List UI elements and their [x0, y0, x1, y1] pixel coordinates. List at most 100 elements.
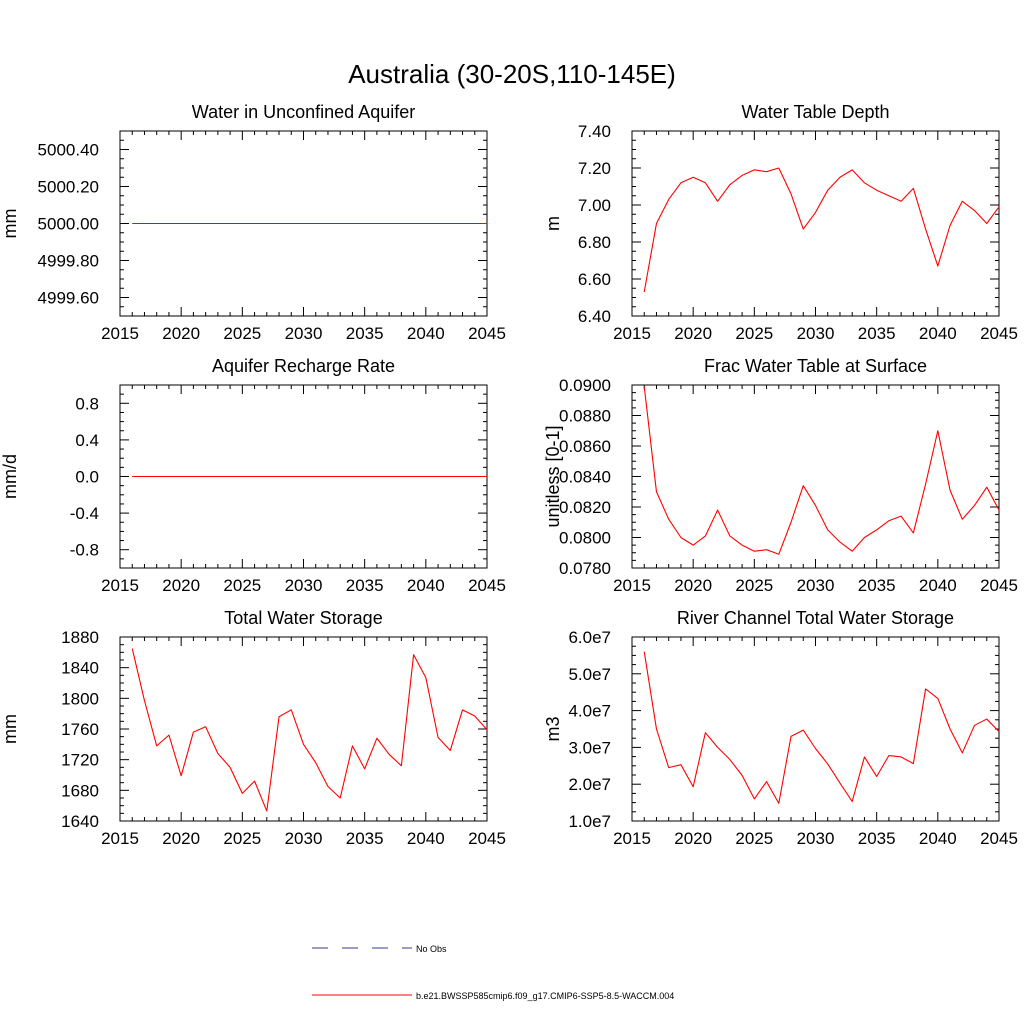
y-tick-label: 5.0e7 — [568, 665, 611, 684]
chart-panel-5: 2015 2020 2025 2030 2035 2040 2045 1640 1680 1720… — [0, 608, 506, 848]
x-tick-label: 2030 — [285, 324, 323, 343]
chart-panel-3: 2015 2020 2025 2030 2035 2040 2045 -0.8 -0.4 0.0 0… — [0, 356, 506, 595]
y-axis-label: mm/d — [0, 454, 20, 499]
y-tick-label: 1760 — [61, 720, 99, 739]
x-tick-label: 2015 — [613, 576, 651, 595]
y-tick-label: 0.0860 — [559, 437, 611, 456]
x-tick-label: 2025 — [735, 324, 773, 343]
panel-title: Aquifer Recharge Rate — [212, 356, 395, 376]
y-tick-label: 0.4 — [75, 431, 99, 450]
x-tick-label: 2040 — [919, 324, 957, 343]
x-tick-label: 2035 — [346, 829, 384, 848]
y-tick-label: 3.0e7 — [568, 738, 611, 757]
panel-title: Total Water Storage — [224, 608, 382, 628]
x-tick-label: 2030 — [797, 829, 835, 848]
x-tick-label: 2015 — [613, 829, 651, 848]
x-tick-label: 2025 — [223, 324, 261, 343]
x-tick-label: 2035 — [346, 576, 384, 595]
y-tick-label: 5000.40 — [38, 141, 99, 160]
series-line — [643, 651, 1000, 804]
y-tick-label: 0.0780 — [559, 559, 611, 578]
x-tick-label: 2030 — [285, 829, 323, 848]
x-tick-label: 2040 — [407, 576, 445, 595]
x-tick-label: 2045 — [980, 829, 1018, 848]
y-tick-label: 1640 — [61, 812, 99, 831]
x-tick-label: 2020 — [674, 829, 712, 848]
x-tick-label: 2015 — [101, 829, 139, 848]
y-tick-label: 1840 — [61, 659, 99, 678]
y-axis-label: mm — [0, 209, 20, 239]
figure-title: Australia (30-20S,110-145E) — [348, 59, 676, 89]
series-line — [131, 648, 488, 812]
y-tick-label: 4.0e7 — [568, 702, 611, 721]
y-tick-label: 4999.80 — [38, 252, 99, 271]
x-tick-label: 2020 — [674, 576, 712, 595]
y-tick-label: 0.0840 — [559, 468, 611, 487]
x-tick-label: 2025 — [735, 829, 773, 848]
x-tick-label: 2035 — [346, 324, 384, 343]
y-tick-label: 1.0e7 — [568, 812, 611, 831]
x-tick-label: 2015 — [101, 576, 139, 595]
y-tick-label: 0.0900 — [559, 376, 611, 395]
y-tick-label: 1680 — [61, 781, 99, 800]
plot-frame — [119, 636, 488, 822]
x-tick-label: 2025 — [735, 576, 773, 595]
x-tick-label: 2015 — [613, 324, 651, 343]
y-axis-label: m — [543, 216, 563, 231]
legend-label-no-obs: No Obs — [416, 944, 447, 954]
y-tick-label: -0.8 — [70, 541, 99, 560]
panel-title: Water in Unconfined Aquifer — [192, 102, 415, 122]
x-tick-label: 2040 — [919, 576, 957, 595]
panel-title: Frac Water Table at Surface — [704, 356, 927, 376]
x-tick-label: 2020 — [674, 324, 712, 343]
plot-frame — [631, 636, 1000, 822]
plot-frame — [631, 130, 1000, 317]
chart-panel-4: 2015 2020 2025 2030 2035 2040 2045 0.0780 0.0800… — [543, 356, 1018, 595]
x-tick-label: 2045 — [980, 576, 1018, 595]
x-tick-label: 2035 — [858, 324, 896, 343]
y-tick-label: 0.8 — [75, 394, 99, 413]
legend: No Obs b.e21.BWSSP585cmip6.f09_g17.CMIP6… — [312, 944, 674, 1001]
x-tick-label: 2025 — [223, 829, 261, 848]
y-axis-label: m3 — [543, 716, 563, 741]
y-tick-label: 0.0820 — [559, 498, 611, 517]
series-line — [643, 386, 1000, 555]
y-axis-label: mm — [0, 714, 20, 744]
y-tick-label: 0.0880 — [559, 407, 611, 426]
panel-title: River Channel Total Water Storage — [677, 608, 954, 628]
x-tick-label: 2040 — [919, 829, 957, 848]
x-tick-label: 2040 — [407, 829, 445, 848]
x-tick-label: 2030 — [797, 324, 835, 343]
y-tick-label: 6.60 — [578, 270, 611, 289]
y-axis-label: unitless [0-1] — [543, 425, 563, 527]
x-tick-label: 2045 — [980, 324, 1018, 343]
y-tick-label: 0.0 — [75, 468, 99, 487]
y-tick-label: 7.00 — [578, 196, 611, 215]
y-tick-label: 7.40 — [578, 122, 611, 141]
y-tick-label: 6.80 — [578, 233, 611, 252]
y-tick-label: 1880 — [61, 628, 99, 647]
y-tick-label: 1720 — [61, 751, 99, 770]
legend-label-model: b.e21.BWSSP585cmip6.f09_g17.CMIP6-SSP5-8… — [416, 991, 674, 1001]
y-tick-label: 5000.00 — [38, 215, 99, 234]
x-tick-label: 2035 — [858, 829, 896, 848]
panel-title: Water Table Depth — [741, 102, 889, 122]
chart-panel-6: 2015 2020 2025 2030 2035 2040 2045 1.0e7 2.0e7 3.… — [543, 608, 1018, 848]
x-tick-label: 2025 — [223, 576, 261, 595]
y-tick-label: 6.0e7 — [568, 628, 611, 647]
y-tick-label: 5000.20 — [38, 178, 99, 197]
x-tick-label: 2030 — [797, 576, 835, 595]
y-tick-label: -0.4 — [70, 504, 99, 523]
y-tick-label: 6.40 — [578, 307, 611, 326]
chart-panel-2: 2015 2020 2025 2030 2035 2040 2045 6.40 6.60 6.80… — [543, 102, 1018, 343]
y-tick-label: 7.20 — [578, 159, 611, 178]
y-tick-label: 2.0e7 — [568, 775, 611, 794]
x-tick-label: 2045 — [468, 829, 506, 848]
chart-panels: 2015 2020 2025 2030 2035 2040 2045 4999.60 4999.… — [0, 102, 1018, 848]
series-line — [643, 167, 1000, 293]
chart-panel-1: 2015 2020 2025 2030 2035 2040 2045 4999.60 4999.… — [0, 102, 506, 343]
x-tick-label: 2015 — [101, 324, 139, 343]
x-tick-label: 2030 — [285, 576, 323, 595]
y-tick-label: 4999.60 — [38, 289, 99, 308]
